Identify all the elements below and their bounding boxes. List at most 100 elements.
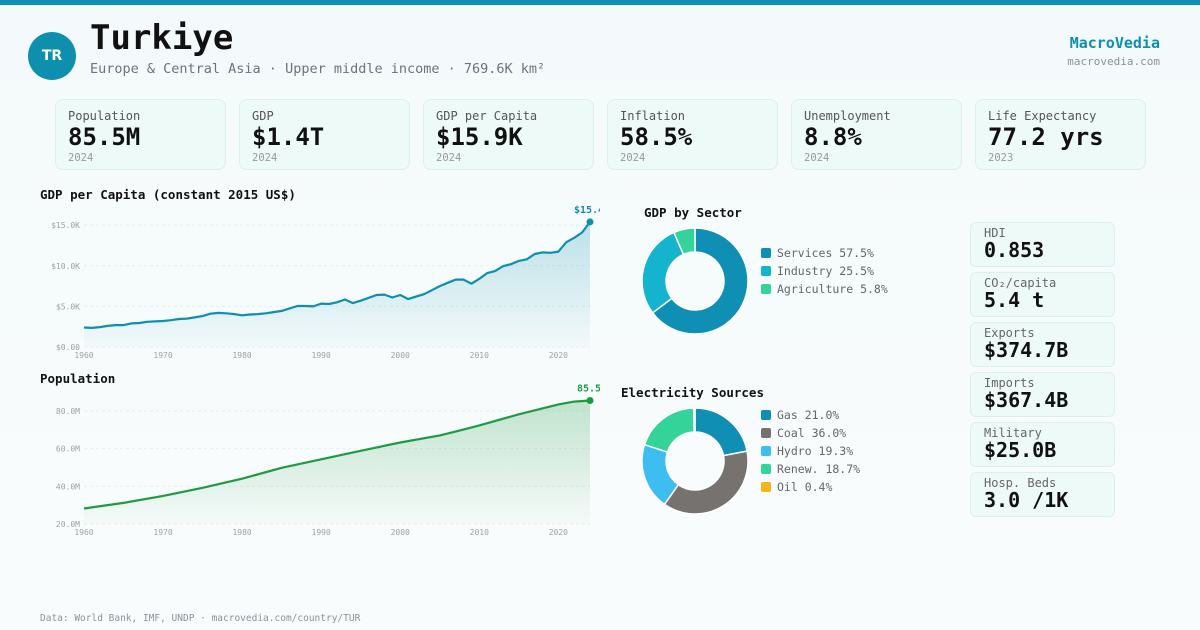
y-tick-label: $15.0K	[51, 221, 80, 230]
kpi-label: Inflation	[620, 109, 686, 123]
kpi-card-unemployment: Unemployment 8.8% 2024	[791, 99, 962, 170]
legend-swatch	[761, 248, 771, 258]
kpi-card-gdp: GDP $1.4T 2024	[239, 99, 410, 170]
stat-label: Military	[984, 426, 1042, 440]
electricity-sources-donut	[641, 407, 749, 515]
gdp-per-capita-chart-title: GDP per Capita (constant 2015 US$)	[40, 187, 296, 202]
series-line	[83, 399, 591, 510]
electricity-sources-title: Electricity Sources	[621, 385, 764, 400]
x-tick-label: 1990	[312, 351, 331, 360]
donut-slice	[651, 227, 749, 335]
donut-slice	[641, 231, 685, 314]
end-point-marker	[586, 218, 594, 226]
kpi-label: GDP	[252, 109, 274, 123]
kpi-value: 8.8%	[804, 123, 862, 151]
kpi-value: 58.5%	[620, 123, 693, 151]
legend-label: Oil 0.4%	[777, 480, 833, 494]
top-accent-bar	[0, 0, 1200, 5]
stat-value: $374.7B	[984, 338, 1069, 362]
legend-swatch	[761, 284, 771, 294]
stat-card-hdi: HDI 0.853	[970, 222, 1115, 267]
y-tick-label: $0.00	[56, 343, 80, 352]
donut-slice	[692, 407, 696, 433]
x-tick-label: 2000	[391, 528, 410, 537]
x-tick-label: 1990	[312, 528, 331, 537]
legend-item-gas: Gas 21.0%	[761, 406, 860, 424]
electricity-sources-legend: Gas 21.0% Coal 36.0% Hydro 19.3% Renew. …	[761, 406, 860, 496]
stat-label: CO₂/capita	[984, 276, 1057, 290]
y-tick-label: $10.0K	[51, 262, 80, 271]
x-tick-label: 2000	[391, 351, 410, 360]
legend-item-industry: Industry 25.5%	[761, 262, 888, 280]
donut-slice	[694, 407, 748, 457]
legend-label: Coal 36.0%	[777, 426, 847, 440]
stat-card-imports: Imports $367.4B	[970, 372, 1115, 417]
stat-label: HDI	[984, 226, 1006, 240]
brand-logo-text[interactable]: MacroVedia	[1069, 34, 1160, 52]
donut-slice	[643, 407, 696, 454]
country-title: Turkiye	[90, 18, 234, 58]
legend-swatch	[761, 464, 771, 474]
legend-label: Agriculture 5.8%	[777, 282, 888, 296]
gdp-by-sector-legend: Services 57.5% Industry 25.5% Agricultur…	[761, 244, 888, 298]
legend-item-coal: Coal 36.0%	[761, 424, 860, 442]
stat-label: Imports	[984, 376, 1035, 390]
end-value-label: $15.4K	[574, 205, 600, 216]
legend-label: Services 57.5%	[777, 246, 874, 260]
y-tick-label: 80.0M	[56, 407, 80, 416]
stat-card-co2: CO₂/capita 5.4 t	[970, 272, 1115, 317]
legend-label: Renew. 18.7%	[777, 462, 861, 476]
stat-label: Hosp. Beds	[984, 476, 1057, 490]
gdp-per-capita-chart: $0.00 $5.0K $10.0K $15.0K 1960 1970 1980 1990 20…	[51, 205, 600, 360]
stat-label: Exports	[984, 326, 1035, 340]
x-tick-label: 1980	[232, 351, 251, 360]
kpi-label: Population	[68, 109, 141, 123]
kpi-year: 2024	[436, 152, 462, 164]
kpi-year: 2024	[68, 152, 94, 164]
legend-item-hydro: Hydro 19.3%	[761, 442, 860, 460]
legend-swatch	[761, 428, 771, 438]
y-tick-label: $5.0K	[56, 302, 80, 311]
series-line	[83, 221, 591, 329]
stat-card-military: Military $25.0B	[970, 422, 1115, 467]
legend-swatch	[761, 446, 771, 456]
stat-value: 5.4 t	[984, 288, 1045, 312]
stats-column: HDI 0.853 CO₂/capita 5.4 t Exports $374.…	[970, 222, 1115, 522]
gdp-by-sector-title: GDP by Sector	[644, 205, 742, 220]
kpi-card-gdp-per-capita: GDP per Capita $15.9K 2024	[423, 99, 594, 170]
kpi-value: 85.5M	[68, 123, 141, 151]
legend-label: Gas 21.0%	[777, 408, 840, 422]
country-flag-badge: TR	[28, 32, 76, 80]
gdp-by-sector-donut	[641, 227, 749, 335]
donut-slice	[672, 227, 696, 256]
kpi-label: GDP per Capita	[436, 109, 538, 123]
x-tick-label: 2020	[549, 351, 568, 360]
stat-card-exports: Exports $374.7B	[970, 322, 1115, 367]
x-tick-label: 2010	[470, 351, 489, 360]
y-tick-label: 40.0M	[56, 482, 80, 491]
x-tick-label: 1960	[74, 351, 93, 360]
country-subtitle: Europe & Central Asia · Upper middle inc…	[90, 61, 546, 77]
series-area	[84, 400, 590, 524]
kpi-label: Unemployment	[804, 109, 891, 123]
stat-value: 3.0 /1K	[984, 488, 1069, 512]
y-tick-label: 20.0M	[56, 520, 80, 529]
legend-label: Industry 25.5%	[777, 264, 874, 278]
legend-swatch	[761, 482, 771, 492]
population-chart-title: Population	[40, 371, 116, 386]
x-tick-label: 1980	[232, 528, 251, 537]
brand-url[interactable]: macrovedia.com	[1067, 55, 1160, 68]
kpi-card-life-expectancy: Life Expectancy 77.2 yrs 2023	[975, 99, 1146, 170]
x-tick-label: 1960	[74, 528, 93, 537]
stat-value: 0.853	[984, 238, 1045, 262]
donut-slice	[663, 450, 749, 515]
kpi-value: 77.2 yrs	[988, 123, 1104, 151]
kpi-value: $1.4T	[252, 123, 325, 151]
series-area	[84, 221, 590, 347]
legend-item-agriculture: Agriculture 5.8%	[761, 280, 888, 298]
x-tick-label: 1970	[153, 351, 172, 360]
kpi-label: Life Expectancy	[988, 109, 1097, 123]
kpi-row: Population 85.5M 2024 GDP $1.4T 2024 GDP…	[55, 99, 1146, 170]
y-tick-label: 60.0M	[56, 445, 80, 454]
kpi-value: $15.9K	[436, 123, 523, 151]
